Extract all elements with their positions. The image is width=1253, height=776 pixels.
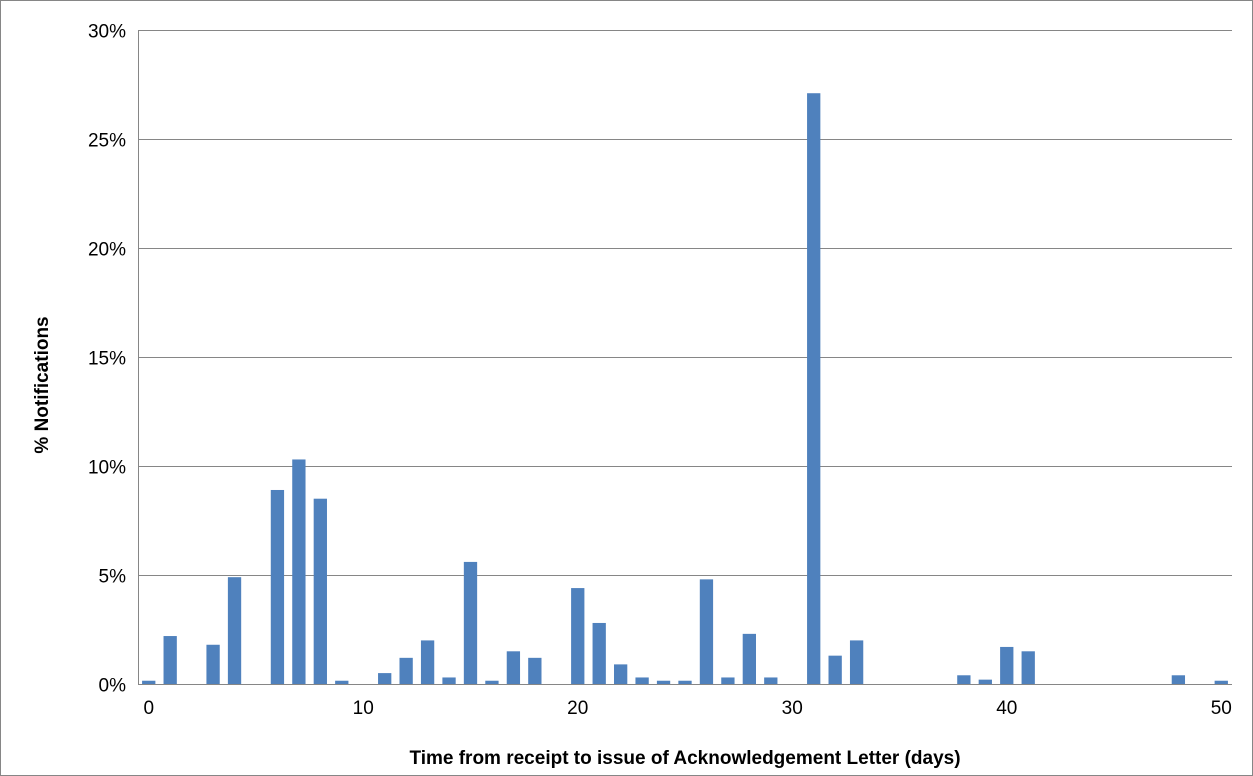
x-tick-label: 50 — [1211, 698, 1232, 719]
bar-day-23 — [635, 677, 649, 684]
bar-day-16 — [485, 680, 499, 684]
y-axis-title: % Notifications — [32, 316, 53, 453]
y-tick-label: 0% — [99, 676, 127, 697]
x-tick-label: 10 — [353, 698, 374, 719]
bar-day-29 — [764, 677, 778, 684]
bar-day-15 — [463, 561, 478, 684]
bar-day-24 — [656, 680, 671, 684]
y-tick-label: 10% — [88, 458, 126, 479]
bar-day-27 — [721, 677, 735, 684]
bar-day-11 — [378, 673, 392, 684]
y-tick-label: 25% — [88, 131, 126, 152]
bar-day-13 — [420, 640, 435, 684]
bar-day-31 — [807, 93, 821, 685]
y-tick-label: 30% — [88, 22, 126, 43]
bar-day-22 — [614, 664, 628, 684]
bar-day-3 — [206, 644, 220, 684]
y-tick-label: 15% — [88, 349, 126, 370]
bar-day-28 — [742, 633, 756, 684]
bar-day-40 — [1000, 646, 1014, 684]
bar-day-8 — [313, 498, 327, 684]
bar-day-12 — [399, 657, 413, 684]
bar-day-17 — [506, 651, 521, 684]
bar-day-41 — [1021, 651, 1035, 684]
bar-day-21 — [592, 622, 606, 684]
x-tick-label: 40 — [996, 698, 1017, 719]
bar-day-50 — [1214, 680, 1228, 684]
x-tick-label: 30 — [782, 698, 803, 719]
bar-day-0 — [142, 680, 156, 684]
y-tick-label: 5% — [99, 567, 127, 588]
bar-day-48 — [1171, 675, 1186, 684]
bar-day-18 — [528, 657, 542, 684]
bars — [142, 93, 1228, 685]
y-tick-labels: 0% 5% 10% 15% 20% 25% 30% — [88, 22, 126, 697]
bar-day-6 — [270, 489, 285, 684]
bar-day-14 — [442, 677, 456, 684]
y-tick-label: 20% — [88, 240, 126, 261]
bar-day-4 — [227, 577, 242, 684]
bar-day-9 — [335, 680, 349, 684]
bar-day-7 — [292, 459, 306, 684]
bar-day-1 — [163, 636, 177, 684]
bar-day-26 — [699, 579, 714, 684]
bar-day-32 — [828, 655, 842, 684]
x-tick-label: 20 — [567, 698, 588, 719]
x-tick-labels: 0 10 20 30 40 50 — [143, 698, 1231, 719]
x-axis-title: Time from receipt to issue of Acknowledg… — [409, 748, 960, 769]
bar-day-20 — [571, 588, 585, 684]
x-tick-label: 0 — [143, 698, 154, 719]
bar-day-33 — [849, 640, 864, 684]
bar-day-25 — [678, 680, 692, 684]
bar-day-38 — [957, 675, 971, 684]
bar-day-39 — [978, 679, 992, 684]
